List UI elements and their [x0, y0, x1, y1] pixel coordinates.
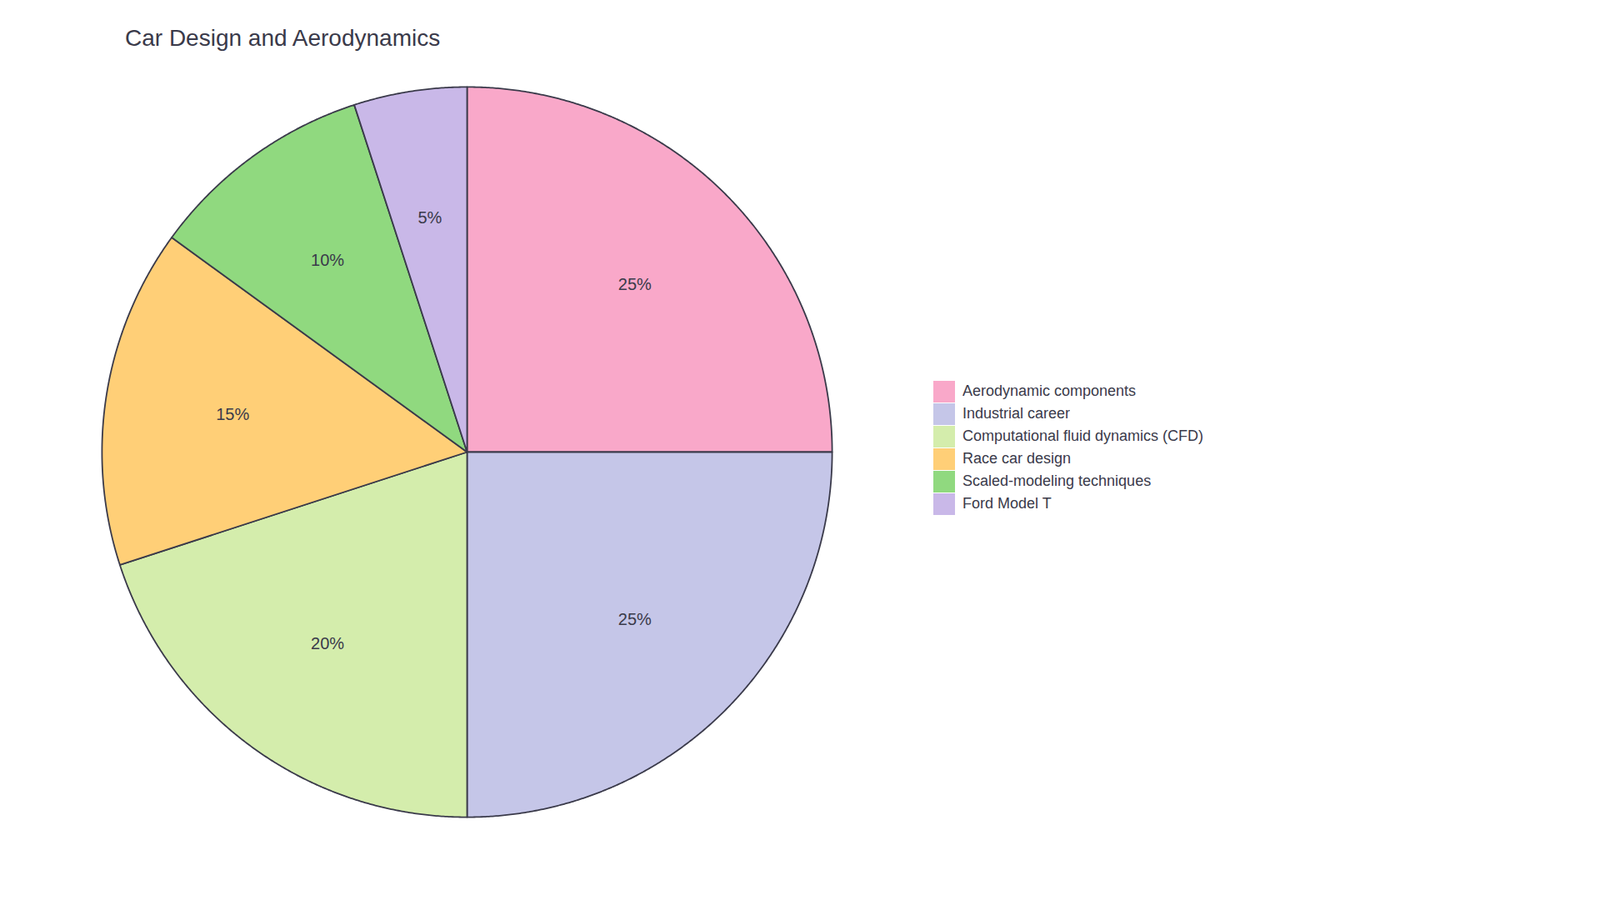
html-text:Computational fluid dynamics (: Computational fluid dynamics (CFD) — [962, 427, 1204, 445]
html-text:Car Design and Aerodynamics: Car Design and Aerodynamics — [125, 25, 441, 51]
svg-text:25%: 25% — [618, 275, 652, 294]
svg-text:20%: 20% — [310, 634, 345, 653]
svg-text:5%: 5% — [418, 208, 443, 227]
svg-text:10%: 10% — [310, 250, 345, 270]
html-text:Ford Model T: Ford Model T — [962, 495, 1052, 512]
html-text:Race car design: Race car design — [962, 450, 1071, 467]
svg-text:25%: 25% — [618, 610, 652, 629]
html-text:Aerodynamic components: Aerodynamic components — [962, 382, 1136, 400]
svg-text:15%: 15% — [215, 405, 250, 424]
html-text:Scaled-modeling techniques: Scaled-modeling techniques — [962, 472, 1151, 490]
html-text:Industrial career: Industrial career — [962, 405, 1071, 422]
